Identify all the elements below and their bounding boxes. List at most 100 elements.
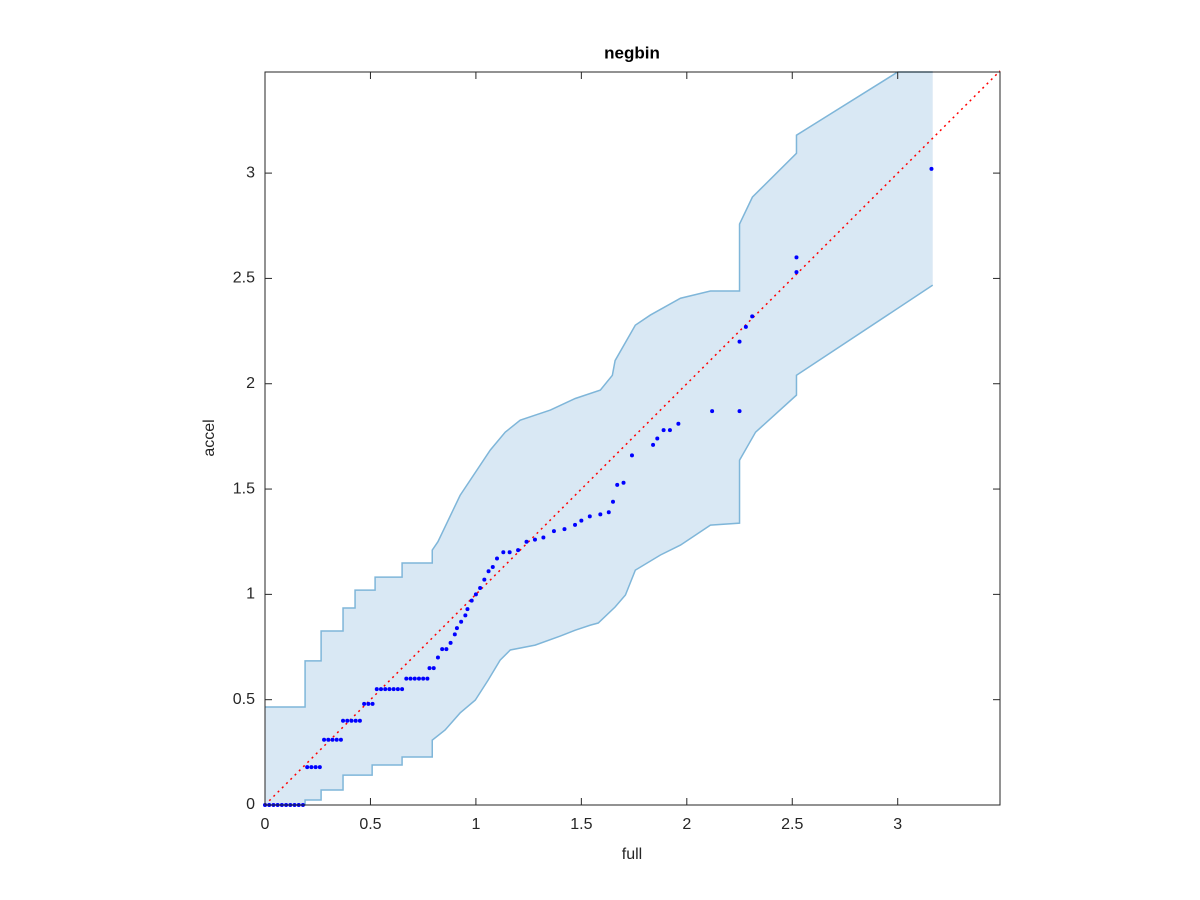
point — [651, 442, 656, 447]
point — [391, 687, 396, 692]
point — [482, 577, 487, 582]
x-tick-label: 3 — [893, 816, 902, 833]
point — [362, 701, 367, 706]
point — [309, 765, 314, 770]
axes-box — [264, 71, 1001, 806]
point — [655, 436, 660, 441]
point — [305, 765, 310, 770]
point — [621, 480, 626, 485]
point — [750, 314, 755, 319]
point — [494, 556, 499, 561]
point — [615, 482, 620, 487]
point — [444, 647, 449, 652]
point — [676, 421, 681, 426]
point — [629, 453, 634, 458]
point — [374, 687, 379, 692]
point — [454, 626, 459, 631]
point — [551, 529, 556, 534]
point — [606, 510, 611, 515]
point — [465, 607, 470, 612]
point — [400, 687, 405, 692]
point — [448, 640, 453, 645]
point — [463, 613, 468, 618]
point — [326, 737, 331, 742]
point — [516, 548, 521, 553]
point — [412, 676, 417, 681]
point — [334, 737, 339, 742]
point — [349, 718, 354, 723]
y-tick-label: 0.5 — [233, 691, 255, 708]
point — [478, 586, 483, 591]
point — [338, 737, 343, 742]
point — [929, 166, 934, 171]
point — [573, 522, 578, 527]
chart-title: negbin — [604, 43, 660, 62]
point — [345, 718, 350, 723]
point — [431, 666, 436, 671]
point — [313, 765, 318, 770]
point — [322, 737, 327, 742]
y-tick-label: 3 — [246, 164, 255, 181]
point — [408, 676, 413, 681]
point — [330, 737, 335, 742]
point — [501, 550, 506, 555]
point — [486, 569, 491, 574]
point — [440, 647, 445, 652]
x-axis-label: full — [622, 846, 642, 863]
point — [357, 718, 362, 723]
point — [435, 655, 440, 660]
x-tick-label: 0 — [261, 816, 270, 833]
x-tick-label: 1.5 — [570, 816, 592, 833]
point — [737, 409, 742, 414]
point — [366, 701, 371, 706]
point — [387, 687, 392, 692]
point — [421, 676, 426, 681]
point — [710, 409, 715, 414]
point — [353, 718, 358, 723]
band-edge — [265, 71, 933, 708]
y-tick-label: 1 — [246, 586, 255, 603]
point — [541, 535, 546, 540]
point — [661, 428, 666, 433]
point — [667, 428, 672, 433]
point — [395, 687, 400, 692]
point — [341, 718, 346, 723]
point — [404, 676, 409, 681]
reference-line — [264, 70, 1001, 806]
point — [427, 666, 432, 671]
point — [598, 512, 603, 517]
x-tick-label: 1 — [471, 816, 480, 833]
point — [490, 564, 495, 569]
y-tick-label: 1.5 — [233, 480, 255, 497]
x-tick-label: 0.5 — [359, 816, 381, 833]
x-tick-label: 2 — [682, 816, 691, 833]
point — [562, 527, 567, 532]
point — [469, 598, 474, 603]
point — [532, 537, 537, 542]
point — [459, 619, 464, 624]
point — [317, 765, 322, 770]
point — [425, 676, 430, 681]
point — [794, 270, 799, 275]
point — [610, 499, 615, 504]
point — [794, 255, 799, 260]
confidence-band — [265, 72, 933, 805]
point — [370, 701, 375, 706]
y-tick-label: 2.5 — [233, 270, 255, 287]
point — [383, 687, 388, 692]
y-tick-label: 0 — [246, 796, 255, 813]
point — [452, 632, 457, 637]
point — [524, 539, 529, 544]
point — [579, 518, 584, 523]
point — [737, 339, 742, 344]
point — [473, 592, 478, 597]
y-tick-label: 2 — [246, 375, 255, 392]
y-axis-label: accel — [201, 419, 218, 456]
point — [587, 514, 592, 519]
point — [507, 550, 512, 555]
point — [416, 676, 421, 681]
point — [743, 324, 748, 329]
point — [378, 687, 383, 692]
band-edge — [265, 284, 934, 806]
